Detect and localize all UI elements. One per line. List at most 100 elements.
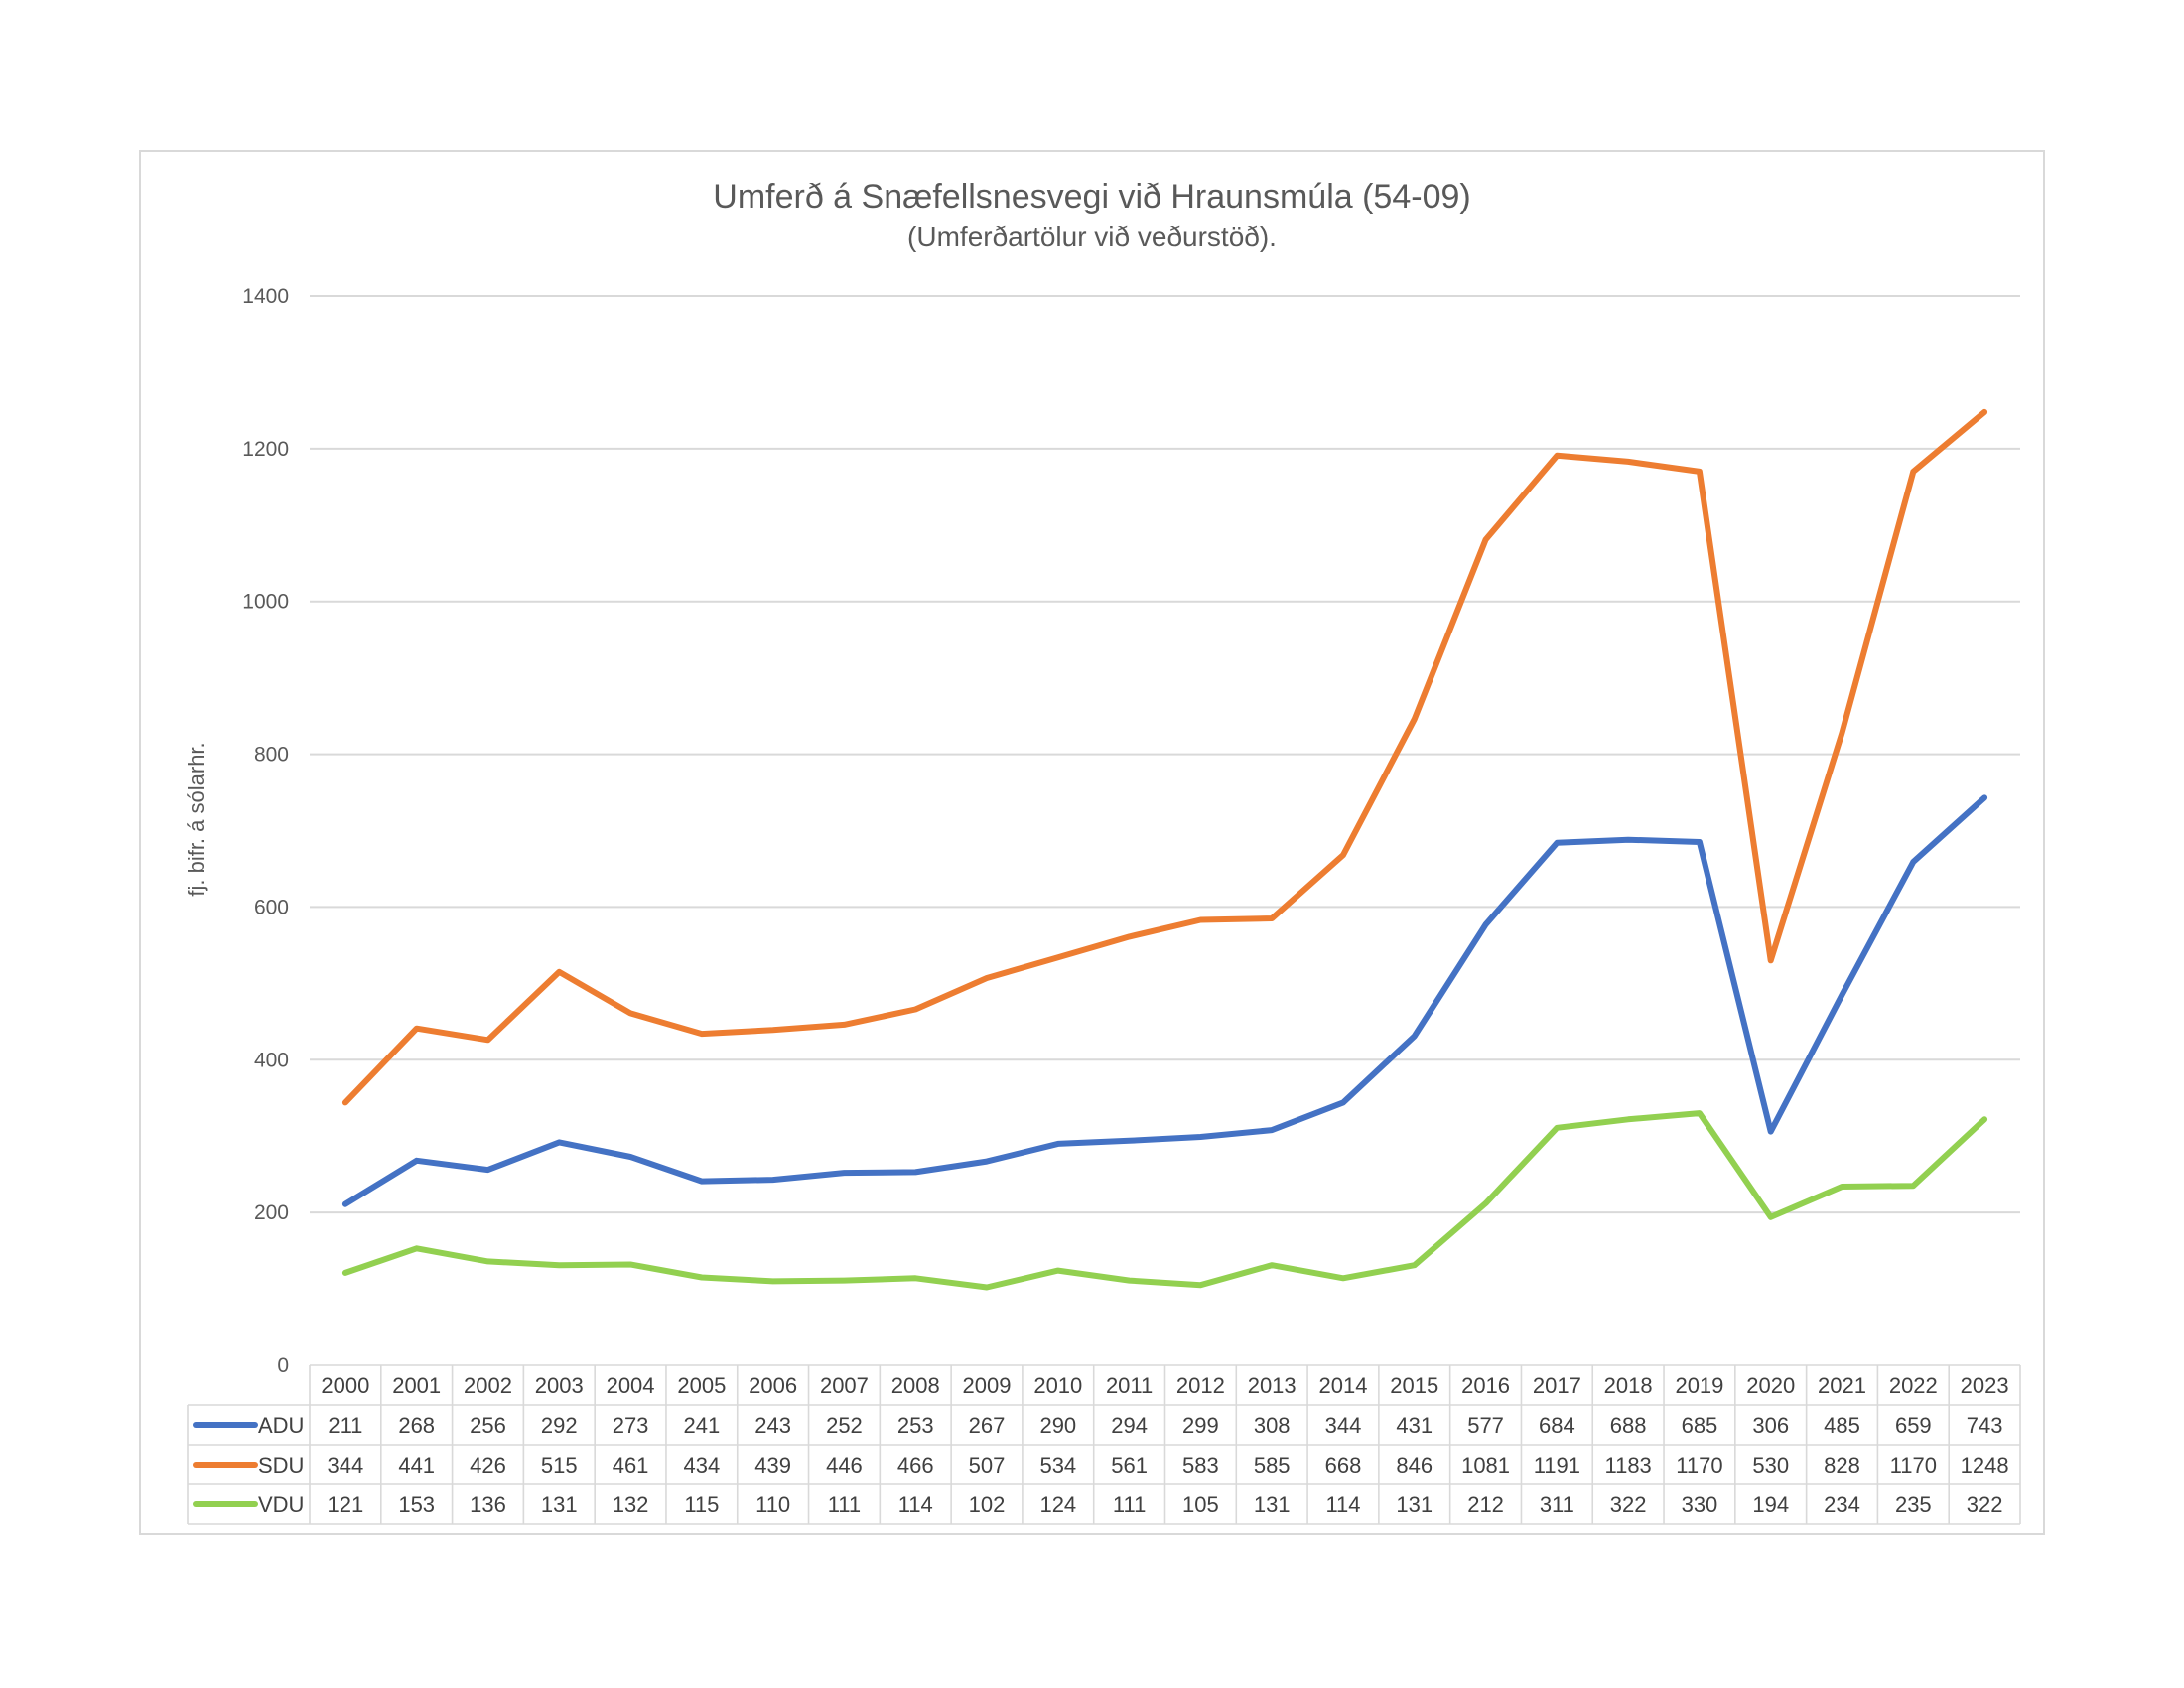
y-tick-label: 600 <box>254 896 289 918</box>
chart-title: Umferð á Snæfellsnesvegi við Hraunsmúla … <box>713 178 1470 215</box>
chart-frame: Umferð á Snæfellsnesvegi við Hraunsmúla … <box>139 150 2045 1535</box>
data-label: 1170 <box>1676 1453 1722 1477</box>
data-label: 256 <box>470 1413 506 1438</box>
data-label: 322 <box>1967 1492 2003 1517</box>
data-label: 136 <box>470 1492 506 1517</box>
x-tick-label: 2012 <box>1176 1373 1225 1398</box>
data-label: 252 <box>826 1413 863 1438</box>
series-line-sdu <box>341 408 1988 1106</box>
x-tick-label: 2009 <box>963 1373 1012 1398</box>
data-label: 124 <box>1039 1492 1076 1517</box>
x-tick-label: 2011 <box>1106 1373 1153 1398</box>
data-label: 507 <box>969 1453 1006 1477</box>
data-label: 439 <box>754 1453 791 1477</box>
x-tick-label: 2018 <box>1604 1373 1653 1398</box>
data-label: 1191 <box>1534 1453 1580 1477</box>
data-label: 211 <box>328 1413 362 1438</box>
data-label: 243 <box>754 1413 791 1438</box>
data-label: 828 <box>1824 1453 1860 1477</box>
x-tick-label: 2008 <box>891 1373 940 1398</box>
data-label: 121 <box>328 1492 364 1517</box>
data-label: 1183 <box>1604 1453 1651 1477</box>
data-label: 111 <box>828 1492 861 1517</box>
x-tick-label: 2000 <box>321 1373 369 1398</box>
y-tick-label: 1200 <box>242 438 289 461</box>
data-label: 441 <box>398 1453 435 1477</box>
data-label: 344 <box>328 1453 364 1477</box>
line-chart: Umferð á Snæfellsnesvegi við Hraunsmúla … <box>184 178 2021 1525</box>
data-label: 267 <box>969 1413 1006 1438</box>
data-label: 330 <box>1682 1492 1718 1517</box>
series-lines <box>341 408 1988 1291</box>
data-label: 273 <box>613 1413 649 1438</box>
legend-label: SDU <box>258 1453 304 1477</box>
data-label: 515 <box>541 1453 578 1477</box>
data-label: 105 <box>1182 1492 1219 1517</box>
data-label: 561 <box>1111 1453 1148 1477</box>
data-label: 466 <box>897 1453 934 1477</box>
data-label: 294 <box>1111 1413 1148 1438</box>
data-label: 132 <box>613 1492 649 1517</box>
data-label: 585 <box>1254 1453 1291 1477</box>
data-label: 1081 <box>1461 1453 1510 1477</box>
legend-label: VDU <box>258 1492 304 1517</box>
chart-subtitle: (Umferðartölur við veðurstöð). <box>907 221 1277 252</box>
data-label: 426 <box>470 1453 506 1477</box>
y-tick-label: 1000 <box>242 591 289 614</box>
x-tick-label: 2001 <box>392 1373 441 1398</box>
data-label: 1170 <box>1890 1453 1937 1477</box>
data-label: 102 <box>969 1492 1006 1517</box>
x-tick-label: 2004 <box>607 1373 655 1398</box>
data-label: 153 <box>398 1492 435 1517</box>
x-tick-label: 2007 <box>820 1373 869 1398</box>
data-label: 212 <box>1467 1492 1504 1517</box>
data-label: 434 <box>683 1453 720 1477</box>
data-label: 131 <box>1254 1492 1291 1517</box>
x-tick-label: 2016 <box>1461 1373 1510 1398</box>
data-label: 308 <box>1254 1413 1291 1438</box>
data-label: 530 <box>1752 1453 1789 1477</box>
series-line-vdu <box>341 1110 1988 1291</box>
legend-label: ADU <box>258 1413 304 1438</box>
y-tick-label: 0 <box>277 1354 289 1377</box>
data-label: 131 <box>1396 1492 1433 1517</box>
data-label: 110 <box>755 1492 790 1517</box>
data-label: 534 <box>1039 1453 1076 1477</box>
data-table: 2000 2001 2002 2003 2004 2005 2006 2007 2008 2009… <box>187 1364 2021 1525</box>
y-tick-label: 400 <box>254 1049 289 1071</box>
data-label: 431 <box>1396 1413 1433 1438</box>
data-label: 1248 <box>1961 1453 2009 1477</box>
data-label: 292 <box>541 1413 578 1438</box>
data-label: 290 <box>1039 1413 1076 1438</box>
x-tick-label: 2013 <box>1248 1373 1297 1398</box>
data-label: 684 <box>1539 1413 1575 1438</box>
data-label: 461 <box>613 1453 649 1477</box>
y-tick-label: 1400 <box>242 285 289 308</box>
x-tick-label: 2006 <box>749 1373 797 1398</box>
data-label: 311 <box>1540 1492 1574 1517</box>
data-label: 659 <box>1895 1413 1932 1438</box>
y-tick-label: 800 <box>254 744 289 767</box>
x-tick-label: 2005 <box>677 1373 726 1398</box>
data-label: 268 <box>398 1413 435 1438</box>
data-label: 234 <box>1824 1492 1860 1517</box>
data-label: 846 <box>1396 1453 1433 1477</box>
data-label: 299 <box>1182 1413 1219 1438</box>
data-label: 446 <box>826 1453 863 1477</box>
series-line-adu <box>341 794 1988 1207</box>
x-tick-label: 2014 <box>1319 1373 1368 1398</box>
data-label: 485 <box>1824 1413 1860 1438</box>
data-label: 743 <box>1967 1413 2003 1438</box>
x-tick-label: 2022 <box>1889 1373 1938 1398</box>
data-label: 253 <box>897 1413 934 1438</box>
x-tick-label: 2003 <box>535 1373 584 1398</box>
data-label: 583 <box>1182 1453 1219 1477</box>
data-label: 306 <box>1752 1413 1789 1438</box>
gridlines <box>310 295 2020 1214</box>
x-tick-label: 2019 <box>1675 1373 1723 1398</box>
data-label: 235 <box>1895 1492 1932 1517</box>
data-label: 577 <box>1467 1413 1504 1438</box>
y-tick-labels: 0 200 400 600 800 1000 1200 1400 <box>242 285 289 1377</box>
data-label: 688 <box>1610 1413 1647 1438</box>
data-label: 194 <box>1752 1492 1789 1517</box>
